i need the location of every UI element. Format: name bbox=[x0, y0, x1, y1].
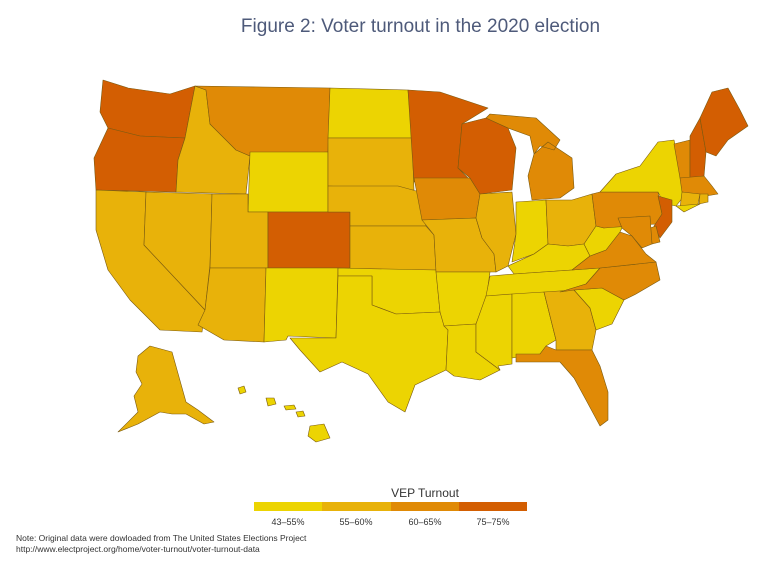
state-ks[interactable] bbox=[349, 225, 437, 271]
state-nd[interactable] bbox=[327, 87, 413, 139]
state-ia[interactable] bbox=[413, 177, 481, 221]
legend-label: 60–65% bbox=[408, 517, 442, 527]
state-fl[interactable] bbox=[515, 345, 609, 427]
state-ny-long-island bbox=[675, 203, 701, 213]
source-note-line: Note: Original data were dowloaded from … bbox=[16, 533, 307, 543]
state-nj[interactable] bbox=[653, 195, 673, 239]
legend-swatch bbox=[322, 502, 391, 511]
state-or[interactable] bbox=[93, 127, 186, 193]
source-note: Note: Original data were dowloaded from … bbox=[16, 533, 306, 555]
state-hi[interactable] bbox=[237, 385, 331, 443]
legend-label: 75–75% bbox=[476, 517, 510, 527]
legend-labels: 43–55% 55–60% 60–65% 75–75% bbox=[254, 517, 527, 529]
state-nm[interactable] bbox=[263, 267, 339, 343]
legend-swatch bbox=[458, 502, 527, 511]
state-ri[interactable] bbox=[698, 193, 709, 205]
state-co[interactable] bbox=[267, 211, 351, 269]
legend-swatch bbox=[390, 502, 459, 511]
legend-color-bar bbox=[254, 502, 527, 511]
state-md[interactable] bbox=[617, 215, 653, 249]
state-tx[interactable] bbox=[289, 275, 449, 413]
state-nh[interactable] bbox=[689, 117, 707, 179]
state-sd[interactable] bbox=[327, 137, 415, 191]
source-url[interactable]: http://www.electproject.org/home/voter-t… bbox=[16, 544, 260, 554]
legend-label: 55–60% bbox=[339, 517, 373, 527]
legend-label: 43–55% bbox=[271, 517, 305, 527]
state-il[interactable] bbox=[475, 191, 517, 273]
state-me[interactable] bbox=[699, 87, 749, 157]
map-title: Figure 2: Voter turnout in the 2020 elec… bbox=[240, 16, 601, 37]
legend-title: VEP Turnout bbox=[391, 486, 459, 500]
legend-swatch bbox=[254, 502, 323, 511]
state-wy[interactable] bbox=[247, 151, 329, 213]
state-ak[interactable] bbox=[117, 345, 215, 433]
state-mi[interactable] bbox=[485, 113, 575, 201]
